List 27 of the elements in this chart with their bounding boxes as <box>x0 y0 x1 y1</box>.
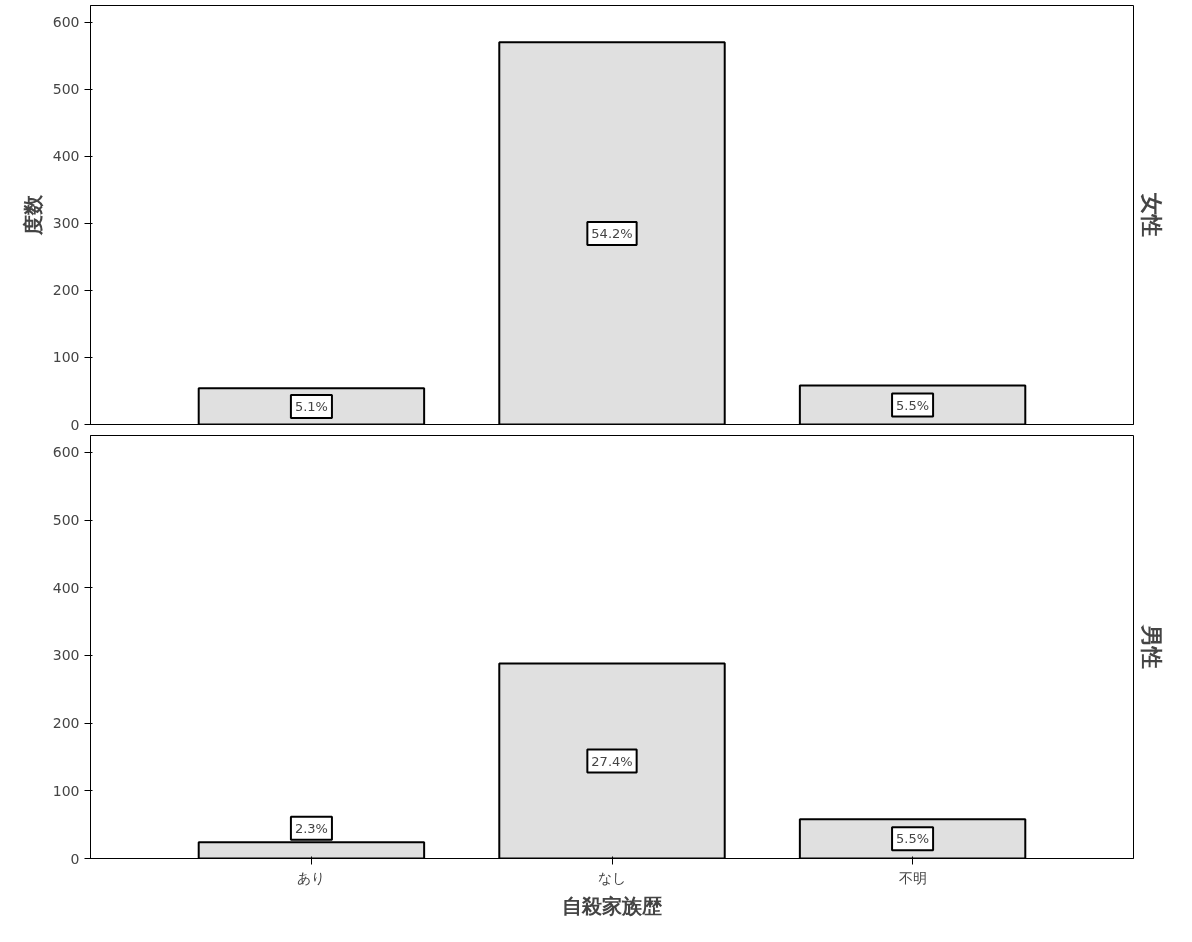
y-tick-label: 100 <box>52 782 80 799</box>
x-tick-label: なし <box>598 869 626 886</box>
y-tick-label: 600 <box>52 444 80 461</box>
y-tick-label: 300 <box>52 647 80 664</box>
x-tick-label: 不明 <box>898 869 927 886</box>
annotation: 54.2% <box>591 225 633 241</box>
y-tick-label: 400 <box>52 579 80 596</box>
y-tick-label: 400 <box>52 148 80 165</box>
y-tick-label: 500 <box>52 512 80 529</box>
y-tick-label: 500 <box>52 81 80 98</box>
x-axis-title: 自殺家族歴 <box>562 893 662 918</box>
y-tick-label: 0 <box>70 850 80 867</box>
y-tick-label: 0 <box>70 416 80 433</box>
annotation: 27.4% <box>591 753 633 769</box>
annotation: 5.5% <box>896 397 930 413</box>
y-tick-label: 300 <box>52 215 80 232</box>
annotation: 2.3% <box>294 820 328 836</box>
y-axis-title: 度数 <box>20 194 45 236</box>
y-tick-label: 200 <box>52 282 80 299</box>
annotation: 5.5% <box>896 831 930 847</box>
annotation: 5.1% <box>294 398 328 414</box>
text: 女性 <box>1138 192 1164 237</box>
x-tick-label: あり <box>297 869 326 886</box>
y-tick-label: 600 <box>52 14 80 31</box>
y-tick-label: 200 <box>52 715 80 732</box>
text: 男性 <box>1138 624 1164 669</box>
y-tick-label: 100 <box>52 349 80 366</box>
